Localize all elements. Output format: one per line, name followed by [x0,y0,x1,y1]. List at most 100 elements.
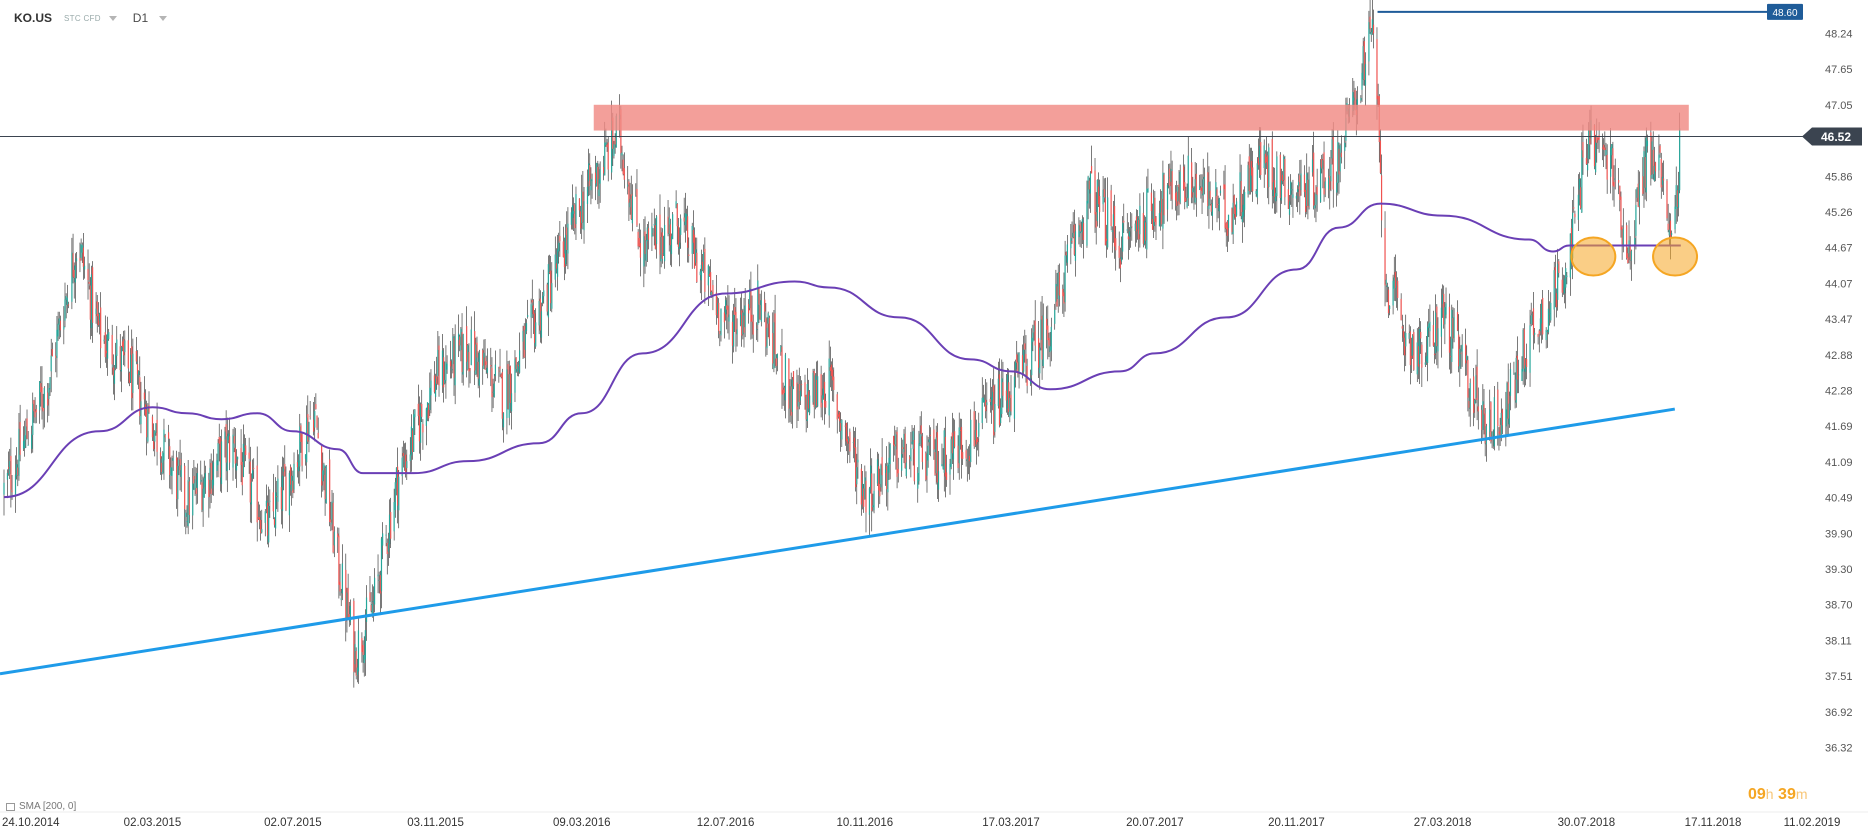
candle-body [470,329,472,366]
timer-hours: 09 [1748,786,1766,803]
candle-body [1352,92,1354,111]
candle-body [1545,330,1547,341]
candle-body [983,400,986,403]
candle-body [119,346,121,371]
candle-body [1650,132,1652,175]
candle-body [1606,154,1608,180]
candle-body [1451,309,1453,362]
candle-body [645,240,647,261]
candle-body [596,162,598,187]
candle-body [1550,302,1552,321]
candle-body [821,395,823,403]
candle-body [1134,223,1136,232]
candle-body [1271,139,1273,190]
candle-body [441,350,444,386]
candle-body [578,198,581,211]
candle-body [1469,383,1471,409]
candle-body [1517,374,1520,376]
candle-body [837,414,839,417]
candle-body [1586,164,1589,171]
candle-body [500,374,502,378]
candle-body [637,231,639,247]
candle-body [757,280,759,325]
candle-body [1669,220,1672,240]
symbol-label[interactable]: KO.US [14,11,53,25]
candle-body [1215,182,1217,196]
candle-body [888,457,890,473]
candle-body [881,457,883,476]
candle-body [970,419,972,463]
candle-body [396,466,399,506]
candle-body [736,329,738,335]
candle-body [1249,168,1251,191]
candle-body [1405,332,1407,347]
candle-body [751,314,753,322]
candle-body [921,436,923,462]
candle-body [1163,174,1165,216]
candle-body [324,467,326,500]
candle-body [353,600,355,672]
candle-body [16,464,18,476]
y-tick-label: 38.70 [1825,600,1853,612]
candle-body [1337,141,1339,184]
candle-body [493,383,495,397]
candle-body [1507,382,1509,419]
candle-body [1332,136,1334,190]
candle-body [693,234,696,268]
candle-body [1644,157,1646,188]
candle-body [1508,403,1510,425]
candle-body [508,374,510,418]
candle-body [281,475,284,511]
candle-body [944,436,947,477]
candle-body [454,336,456,386]
candle-body [928,439,930,443]
candle-body [420,406,422,443]
candle-body [1136,218,1139,230]
candle-body [743,315,745,333]
candle-body [548,272,551,273]
candle-body [340,598,342,600]
candle-body [49,377,51,390]
candle-body [1295,195,1298,199]
candle-body [840,423,842,431]
high-price-tag [1767,3,1803,20]
candle-body [1095,212,1097,228]
instrument-dropdown-icon[interactable] [108,15,117,21]
indicator-legend[interactable]: SMA [200, 0] [6,801,76,812]
candle-body [1609,147,1612,177]
candle-body [766,327,768,349]
timeframe-label[interactable]: D1 [132,11,149,25]
candle-body [926,453,928,476]
candle-body [390,511,392,539]
candle-body [128,372,131,383]
candle-body [660,236,662,262]
candle-body [434,378,437,397]
candle-body [695,249,697,263]
candle-body [589,165,591,186]
candle-body [646,227,648,242]
candle-body [100,307,102,349]
timeframe-dropdown-icon[interactable] [159,15,168,21]
candle-body [539,298,541,331]
candle-body [1456,312,1459,331]
candle-body [322,470,324,482]
candle-body [131,346,133,399]
candle-body [844,425,846,427]
candle-body [651,226,653,237]
current-price-tag [1802,127,1862,146]
candle-body [1582,142,1584,158]
candle-body [547,264,549,318]
candle-body [1601,147,1604,149]
candle-body [848,438,850,442]
indicator-settings-icon[interactable] [6,802,15,811]
candle-body [89,285,91,320]
instrument-type-label[interactable]: STC CFD [64,13,101,23]
candle-body [426,402,429,411]
candle-body [1338,148,1340,175]
candle-body [1435,312,1437,353]
candle-body [418,415,421,442]
candle-body [417,403,419,417]
candle-body [1540,303,1543,324]
candle-body [1040,319,1042,340]
